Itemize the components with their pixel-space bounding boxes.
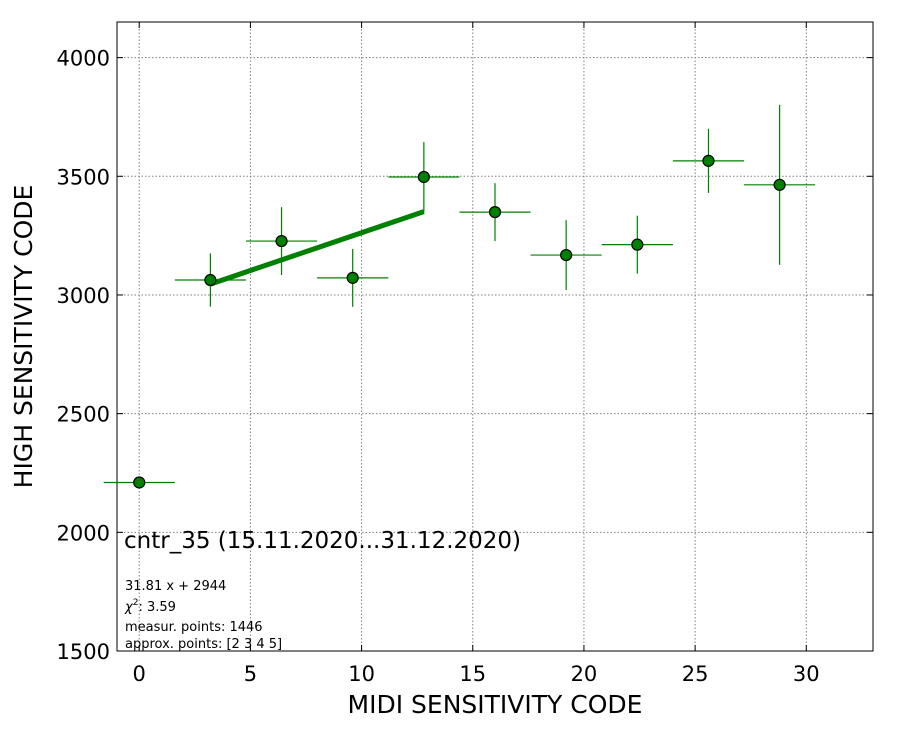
y-axis-label: HIGH SENSITIVITY CODE — [9, 185, 38, 489]
fit-line — [209, 209, 425, 287]
y-tick-label: 2000 — [57, 521, 110, 545]
y-tick-label: 4000 — [57, 47, 110, 71]
data-point — [560, 248, 573, 262]
data-point — [133, 476, 146, 489]
y-tick-label: 2500 — [57, 403, 110, 427]
x-tick-label: 15 — [459, 662, 486, 686]
data-point — [702, 154, 715, 167]
ticks: 0 5 10 15 20 25 30 1500 2000 2500 3000 3500 4000 — [57, 22, 873, 686]
y-tick-label: 3000 — [57, 284, 110, 308]
plot-area-frame — [116, 21, 874, 652]
x-axis-label: MIDI SENSITIVITY CODE — [348, 690, 643, 719]
x-tick-label: 0 — [133, 662, 146, 686]
data-point — [417, 170, 430, 184]
annotation-measur-points: measur. points: 1446 — [125, 620, 263, 635]
chi2-symbol: χ — [124, 600, 134, 615]
data-points — [133, 154, 786, 489]
data-point — [204, 273, 217, 287]
annotation-approx-points: approx. points: [2 3 4 5] — [125, 637, 282, 652]
y-tick-label: 3500 — [57, 165, 110, 189]
annotation-block: cntr_35 (15.11.2020...31.12.2020) 31.81 … — [124, 528, 521, 652]
data-point — [275, 234, 288, 248]
chi2-value: : 3.59 — [138, 600, 175, 615]
x-tick-label: 30 — [793, 662, 820, 686]
x-tick-label: 10 — [348, 662, 375, 686]
y-tick-label: 1500 — [57, 640, 110, 664]
annotation-equation: 31.81 x + 2944 — [125, 579, 226, 594]
chi2-superscript: 2 — [133, 598, 139, 608]
data-point — [488, 206, 502, 219]
annotation-chi2: χ2: 3.59 — [124, 598, 176, 615]
x-tick-label: 25 — [682, 662, 709, 686]
x-tick-label: 20 — [571, 662, 598, 686]
x-tick-label: 5 — [244, 662, 257, 686]
data-point — [773, 178, 786, 191]
data-point — [346, 271, 359, 284]
data-point — [631, 238, 644, 251]
annotation-title: cntr_35 (15.11.2020...31.12.2020) — [124, 528, 521, 554]
